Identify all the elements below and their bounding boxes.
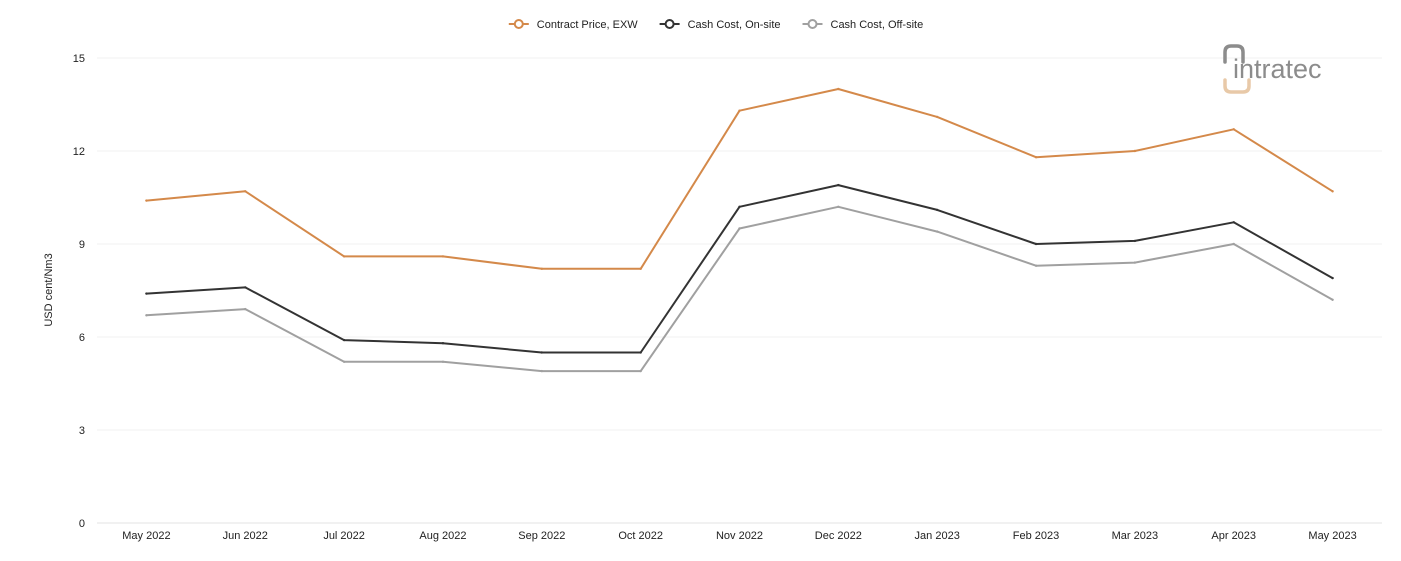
x-tick-label: Dec 2022 — [815, 530, 862, 542]
series-line-0 — [145, 88, 1334, 270]
data-point — [639, 351, 642, 354]
legend-label: Cash Cost, Off-site — [831, 19, 924, 31]
legend-item-0[interactable]: Contract Price, EXW — [508, 19, 638, 31]
y-axis-ticks: 0 3 6 9 12 15 — [73, 53, 85, 530]
y-tick-label: 15 — [73, 53, 85, 65]
series-line-1 — [145, 184, 1334, 354]
x-tick-label: Apr 2023 — [1211, 530, 1256, 542]
intratec-logo-mark-icon — [1223, 44, 1251, 94]
data-point — [1133, 239, 1137, 243]
data-point — [342, 255, 346, 258]
data-point — [837, 205, 840, 208]
data-point — [244, 307, 247, 311]
x-tick-label: Jul 2022 — [323, 530, 365, 542]
data-point — [738, 205, 741, 208]
y-tick-label: 9 — [79, 239, 85, 251]
data-point — [1331, 190, 1334, 193]
data-point — [837, 87, 840, 91]
data-point — [342, 360, 346, 363]
data-point — [342, 338, 346, 342]
data-point — [837, 183, 840, 187]
legend-label: Cash Cost, On-site — [688, 19, 781, 31]
x-tick-label: Aug 2022 — [419, 530, 466, 542]
x-tick-label: Jan 2023 — [915, 530, 960, 542]
data-point — [441, 342, 445, 345]
legend-item-2[interactable]: Cash Cost, Off-site — [802, 19, 924, 31]
x-tick-label: Sep 2022 — [518, 530, 565, 542]
data-point — [1232, 128, 1235, 131]
x-tick-label: Mar 2023 — [1112, 530, 1158, 542]
data-point — [540, 369, 544, 373]
x-tick-label: May 2023 — [1308, 530, 1356, 542]
y-axis-title: USD cent/Nm3 — [43, 253, 55, 326]
data-point — [1034, 242, 1038, 246]
data-point — [1133, 149, 1137, 153]
series-layer — [145, 87, 1334, 373]
data-point — [935, 115, 939, 119]
y-tick-label: 3 — [79, 425, 85, 437]
y-tick-label: 6 — [79, 332, 85, 344]
legend: Contract Price, EXW Cash Cost, On-site Cas… — [508, 19, 924, 31]
data-point — [1034, 156, 1038, 159]
x-tick-label: Nov 2022 — [716, 530, 763, 542]
x-axis-ticks: May 2022 Jun 2022 Jul 2022 Aug 2022 Sep 2022… — [122, 530, 1356, 542]
data-point — [540, 267, 544, 270]
data-point — [145, 199, 148, 202]
data-point — [441, 360, 445, 363]
y-tick-label: 0 — [79, 518, 85, 530]
data-point — [1133, 261, 1137, 264]
legend-item-1[interactable]: Cash Cost, On-site — [659, 19, 781, 31]
x-tick-label: May 2022 — [122, 530, 170, 542]
intratec-logo-text: intratec — [1233, 54, 1322, 84]
intratec-logo: intratec — [1223, 44, 1322, 94]
data-point — [639, 369, 642, 373]
data-point — [244, 190, 247, 193]
data-point — [145, 314, 148, 317]
grid-layer — [97, 57, 1382, 524]
x-tick-label: Oct 2022 — [618, 530, 663, 542]
x-tick-label: Feb 2023 — [1013, 530, 1059, 542]
data-point — [1331, 276, 1334, 280]
legend-label: Contract Price, EXW — [537, 19, 638, 31]
data-point — [1232, 221, 1235, 224]
data-point — [1232, 242, 1235, 246]
legend-marker-icon — [664, 19, 675, 29]
data-point — [540, 351, 544, 354]
data-point — [738, 227, 741, 230]
data-point — [441, 255, 445, 258]
data-point — [145, 292, 148, 295]
series-line-2 — [145, 205, 1334, 373]
y-tick-label: 12 — [73, 146, 85, 158]
data-point — [244, 286, 247, 289]
data-point — [738, 109, 741, 112]
x-tick-label: Jun 2022 — [223, 530, 268, 542]
legend-marker-icon — [807, 19, 818, 29]
data-point — [1034, 264, 1038, 267]
data-point — [639, 267, 642, 270]
legend-marker-icon — [513, 19, 524, 29]
data-point — [935, 230, 939, 233]
data-point — [1331, 298, 1334, 301]
data-point — [935, 208, 939, 212]
